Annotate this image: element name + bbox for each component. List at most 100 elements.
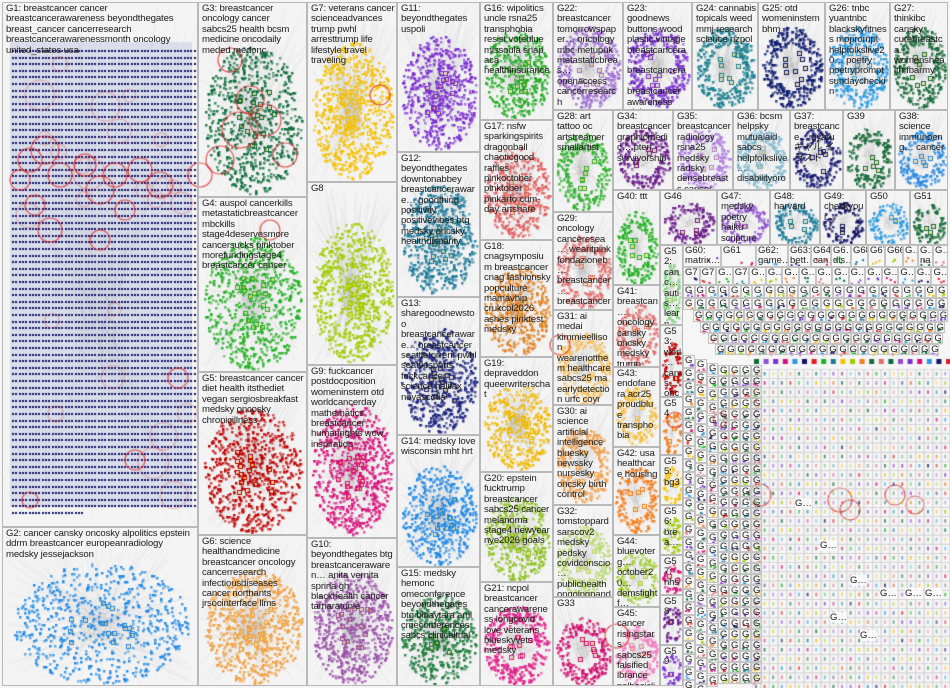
small-group-cell[interactable]: G	[740, 662, 751, 673]
small-group-cell[interactable]: G	[683, 602, 695, 615]
small-group-cell[interactable]: G	[718, 618, 729, 629]
small-group-cell[interactable]: G	[683, 498, 695, 511]
small-group-cell[interactable]: G	[718, 662, 729, 673]
small-group-cell[interactable]: G	[707, 428, 718, 440]
small-group-cell[interactable]: G	[733, 310, 744, 322]
small-group-cell[interactable]: G7…	[699, 267, 717, 285]
group-panel-g51[interactable]: G51	[910, 190, 948, 245]
small-group-cell[interactable]: G	[718, 387, 729, 398]
small-group-cell[interactable]: G	[683, 563, 695, 576]
small-group-cell[interactable]: G	[830, 333, 841, 344]
small-group-cell[interactable]: G	[825, 310, 836, 322]
small-group-cell[interactable]: G	[907, 310, 918, 322]
small-group-cell[interactable]: G	[729, 376, 740, 387]
small-group-cell[interactable]: G	[740, 596, 751, 607]
group-panel-g17[interactable]: G17: nsfw sparkingspirits dragonball cha…	[480, 120, 553, 240]
small-group-cell[interactable]: G	[913, 285, 925, 298]
small-group-cell[interactable]: G	[827, 344, 838, 355]
small-group-cell[interactable]: G…	[798, 267, 816, 285]
small-group-cell[interactable]: G	[717, 285, 729, 298]
small-group-cell[interactable]: G	[927, 310, 938, 322]
small-group-cell[interactable]: G	[835, 310, 846, 322]
small-group-cell[interactable]: G…	[832, 267, 849, 285]
small-group-cell[interactable]: G	[729, 486, 740, 497]
small-group-cell[interactable]: G	[683, 459, 695, 472]
small-group-cell[interactable]: G	[888, 344, 899, 355]
small-group-cell[interactable]: G	[683, 511, 695, 524]
small-group-cell[interactable]: G	[695, 515, 707, 528]
small-group-cell[interactable]: G	[740, 409, 751, 420]
small-group-cell[interactable]: G	[786, 285, 798, 298]
small-group-cell[interactable]: G	[718, 409, 729, 420]
small-group-cell[interactable]: G	[932, 333, 943, 344]
small-group-cell[interactable]: G	[683, 355, 695, 368]
small-group-cell[interactable]: G	[718, 431, 729, 442]
group-panel-g20[interactable]: G20: epstein fucktrump breastcancer sabc…	[480, 472, 553, 582]
small-group-cell[interactable]: G	[683, 667, 695, 680]
group-panel-g35[interactable]: G35: breastcancer radiology rsna25 medsk…	[673, 110, 733, 190]
small-group-cell[interactable]: G	[776, 344, 787, 355]
small-group-cell[interactable]: G…	[749, 267, 766, 285]
small-group-cell[interactable]: G	[795, 310, 806, 322]
small-group-cell[interactable]: G	[769, 333, 780, 344]
small-group-cell[interactable]: G	[850, 333, 861, 344]
small-group-cell[interactable]: G7…	[683, 267, 700, 285]
group-panel-g3[interactable]: G3: breastcancer oncology cancer sabcs25…	[198, 2, 307, 197]
small-group-cell[interactable]: G	[695, 619, 707, 632]
small-group-cell[interactable]: G	[683, 446, 695, 459]
small-group-cell[interactable]: G	[740, 322, 751, 333]
small-group-cell[interactable]: G	[883, 322, 894, 333]
small-group-cell[interactable]: G	[718, 530, 729, 541]
group-panel-g33[interactable]: G33	[553, 597, 613, 686]
small-group-cell[interactable]: G	[751, 409, 762, 420]
small-group-cell[interactable]: G	[729, 365, 740, 376]
small-group-cell[interactable]: G	[842, 322, 853, 333]
small-group-cell[interactable]: G	[847, 344, 858, 355]
small-group-cell[interactable]: G	[751, 497, 762, 508]
group-panel-g1[interactable]: G1: breastcancer cancer breastcancerawar…	[2, 2, 198, 527]
small-group-cell[interactable]: G	[751, 629, 762, 640]
group-panel-g11[interactable]: G11: beyondthegates uspoli	[397, 2, 480, 152]
small-group-cell[interactable]: G	[740, 585, 751, 596]
group-panel-g37[interactable]: G37: breastcance… gyaru ギャル イラスト	[790, 110, 843, 190]
small-group-cell[interactable]: G	[707, 623, 718, 635]
small-group-cell[interactable]: G	[683, 407, 695, 420]
small-group-cell[interactable]: G	[718, 442, 729, 453]
small-group-cell[interactable]: G	[766, 344, 777, 355]
small-group-cell[interactable]: G	[890, 298, 902, 310]
small-group-cell[interactable]: G	[740, 618, 751, 629]
small-group-cell[interactable]: G61	[721, 245, 756, 267]
small-group-cell[interactable]: G	[695, 528, 707, 541]
small-group-cell[interactable]: G	[729, 541, 740, 552]
small-group-cell[interactable]: G	[751, 442, 762, 453]
small-group-cell[interactable]: G	[683, 628, 695, 641]
small-group-cell[interactable]: G	[720, 322, 731, 333]
small-group-cell[interactable]: G	[822, 322, 833, 333]
small-group-cell[interactable]: G	[710, 322, 721, 333]
small-group-cell[interactable]: G	[744, 310, 755, 322]
small-group-cell[interactable]: G	[683, 589, 695, 602]
small-group-cell[interactable]: G	[740, 530, 751, 541]
group-panel-g13[interactable]: G13: sharegoodnewstoo breastcanceraware……	[397, 297, 480, 435]
group-panel-g4[interactable]: G4: auspol cancerkills metastaticbreastc…	[198, 197, 307, 372]
group-panel-g41[interactable]: G41: breastcan… oncology cansky oncsky m…	[613, 285, 660, 367]
small-group-cell[interactable]: G	[901, 298, 913, 310]
small-group-cell[interactable]: G	[729, 475, 740, 486]
group-panel-g12[interactable]: G12: beyondthegates downtonabbey breastc…	[397, 152, 480, 297]
small-group-cell[interactable]: G	[695, 463, 707, 476]
small-group-cell[interactable]: G	[683, 298, 695, 310]
small-group-cell[interactable]: G	[695, 541, 707, 554]
small-group-cell[interactable]: G	[740, 574, 751, 585]
small-group-cell[interactable]: G	[729, 530, 740, 541]
small-group-cell[interactable]: G	[707, 545, 718, 557]
small-group-cell[interactable]: G60: matrix…	[683, 245, 721, 267]
small-group-cell[interactable]: G	[798, 298, 810, 310]
group-panel-g19[interactable]: G19: depraveddon queerwriterschat	[480, 357, 553, 472]
group-panel-g18[interactable]: G18: cnagsymposium breastcancer cnag fas…	[480, 240, 553, 357]
small-group-cell[interactable]: G	[707, 441, 718, 453]
small-group-cell[interactable]: G	[738, 333, 749, 344]
small-group-cell[interactable]: G	[832, 285, 844, 298]
small-group-cell[interactable]: G	[683, 680, 695, 688]
small-group-cell[interactable]: G	[867, 285, 879, 298]
small-group-cell[interactable]: G	[718, 541, 729, 552]
